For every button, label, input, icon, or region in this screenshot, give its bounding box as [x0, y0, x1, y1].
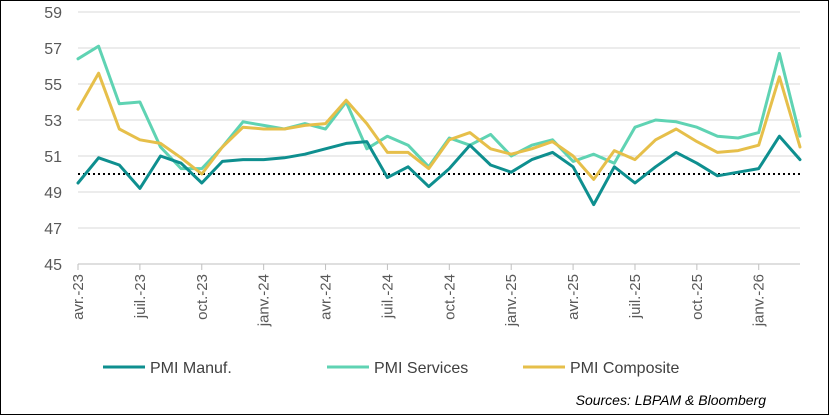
y-tick-label: 51: [44, 149, 62, 166]
legend-label: PMI Composite: [570, 360, 679, 377]
x-tick-label: oct.-23: [194, 274, 211, 320]
legend-label: PMI Manuf.: [150, 360, 232, 377]
x-tick-label: juil.-23: [132, 274, 149, 319]
y-tick-label: 59: [44, 5, 62, 22]
x-tick-label: juil.-25: [627, 274, 644, 319]
y-tick-label: 47: [44, 221, 62, 238]
series-line-pmi-manuf: [76, 134, 802, 207]
x-tick-label: avr.-24: [318, 274, 335, 320]
y-tick-label: 49: [44, 185, 62, 202]
legend-label: PMI Services: [374, 360, 468, 377]
x-tick-label: janv.-25: [503, 274, 520, 327]
y-tick-label: 45: [44, 257, 62, 274]
series-line-pmi-services: [76, 44, 802, 171]
x-tick-label: avr.-25: [565, 274, 582, 320]
x-tick-label: oct.-25: [689, 274, 706, 320]
y-tick-label: 53: [44, 113, 62, 130]
y-tick-label: 55: [44, 77, 62, 94]
x-tick-label: janv.-26: [751, 274, 768, 327]
y-tick-label: 57: [44, 41, 62, 58]
series-line-pmi-composite: [76, 71, 802, 181]
x-tick-label: juil.-24: [379, 274, 396, 319]
x-tick-label: avr.-23: [70, 274, 87, 320]
x-tick-label: janv.-24: [256, 274, 273, 327]
x-tick-label: oct.-24: [441, 274, 458, 320]
source-note: Sources: LBPAM & Bloomberg: [576, 392, 767, 408]
